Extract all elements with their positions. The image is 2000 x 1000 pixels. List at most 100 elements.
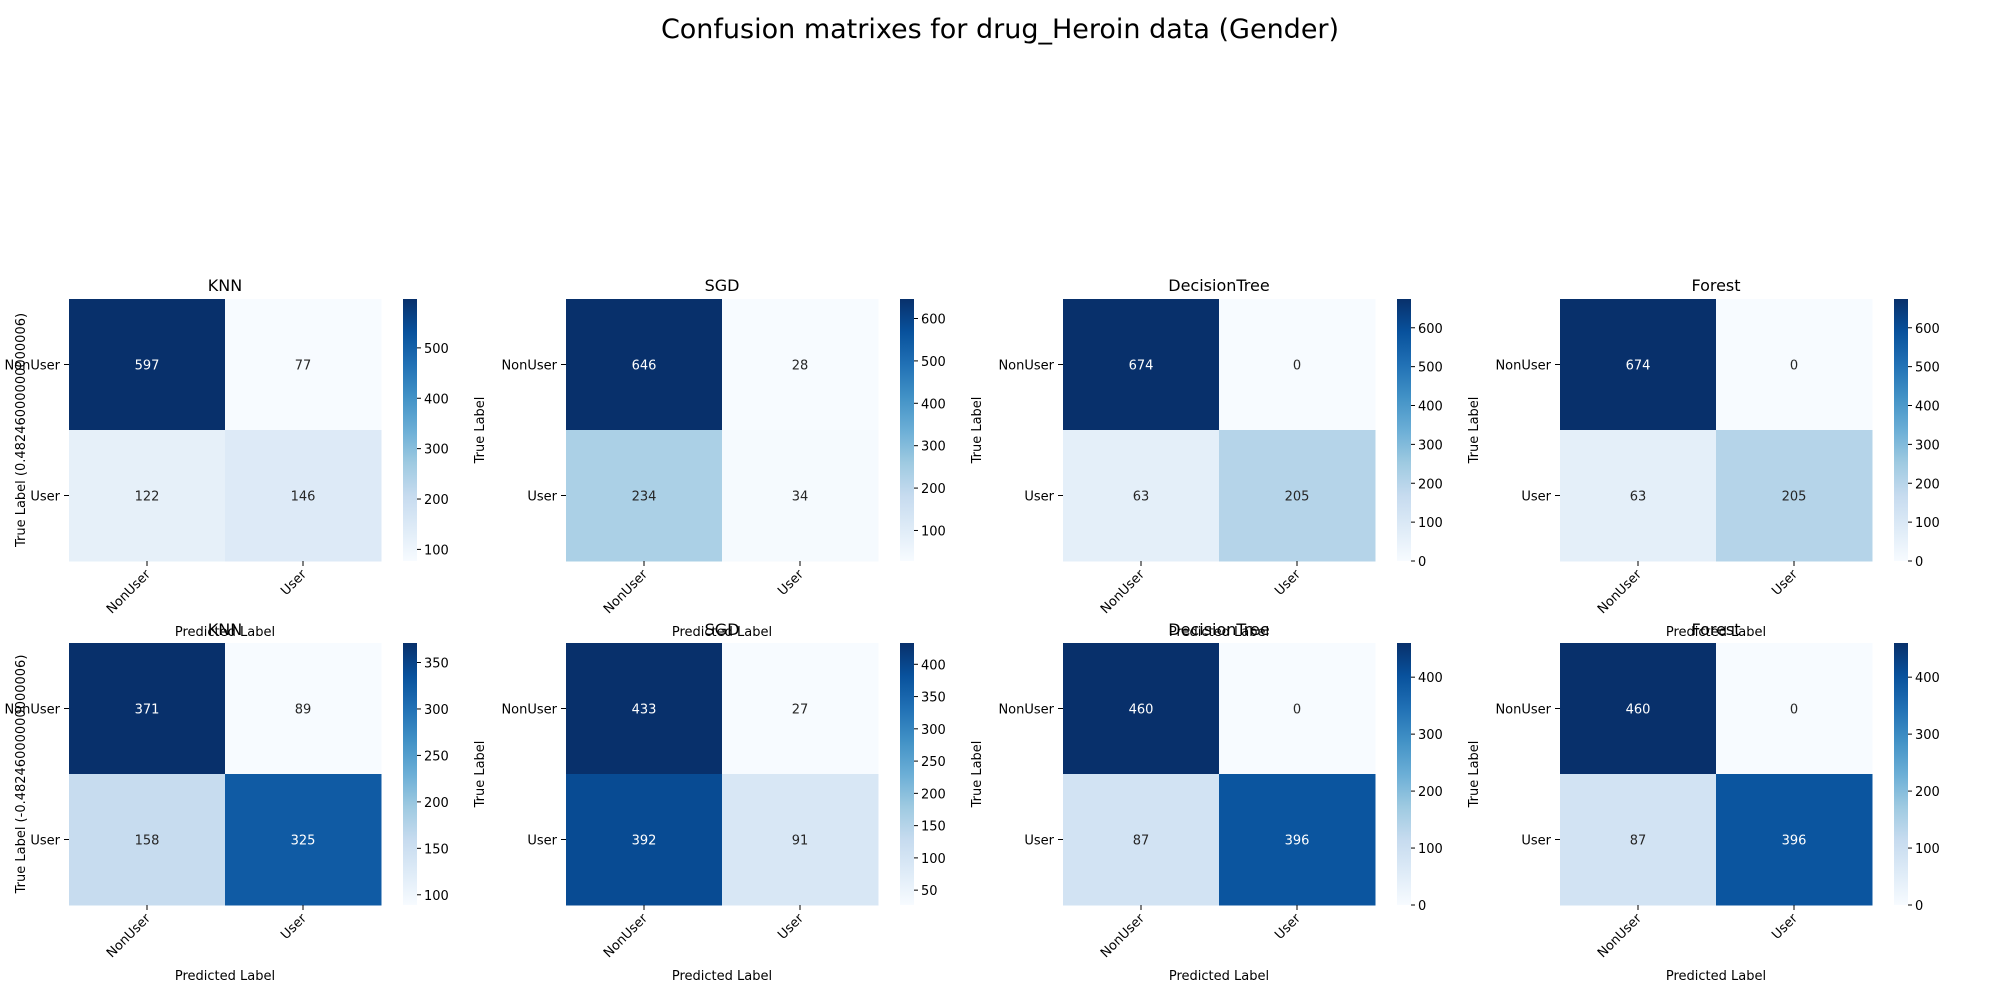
cell-value-label: 122 bbox=[135, 490, 160, 505]
y-tick-label: NonUser bbox=[501, 359, 557, 374]
colorbar-tick-label: 300 bbox=[424, 443, 449, 458]
heatmap-cell bbox=[1560, 430, 1717, 562]
colorbar-tick-label: 150 bbox=[921, 820, 946, 835]
heatmap-cell bbox=[1219, 299, 1376, 431]
colorbar bbox=[1894, 299, 1908, 561]
colorbar-tick-label: 200 bbox=[424, 796, 449, 811]
colorbar-tick-label: 500 bbox=[1915, 361, 1940, 376]
y-tick-label: User bbox=[1521, 834, 1551, 849]
heatmap-cell bbox=[1063, 430, 1220, 562]
x-axis-label: Predicted Label bbox=[175, 969, 275, 984]
heatmap-cell bbox=[566, 643, 723, 775]
cell-value-label: 460 bbox=[1626, 703, 1651, 718]
colorbar-tick-label: 100 bbox=[1915, 516, 1940, 531]
heatmap-cell bbox=[722, 774, 879, 906]
cell-value-label: 77 bbox=[295, 359, 312, 374]
colorbar-tick-label: 200 bbox=[424, 493, 449, 508]
confusion-matrix-panel: 674 0 63 205 DecisionTree NonUser User NonUser U… bbox=[970, 276, 1443, 640]
heatmap-cell bbox=[722, 643, 879, 775]
colorbar-tick-label: 400 bbox=[1418, 671, 1443, 686]
cell-value-label: 597 bbox=[135, 359, 160, 374]
cell-value-label: 0 bbox=[1790, 703, 1798, 718]
y-tick-label: User bbox=[1521, 490, 1551, 505]
x-tick-label: NonUser bbox=[104, 911, 154, 961]
x-tick-label: NonUser bbox=[1098, 567, 1148, 617]
colorbar-tick-label: 50 bbox=[921, 884, 938, 899]
heatmap-cell bbox=[722, 430, 879, 562]
x-tick-label: User bbox=[278, 567, 310, 599]
cell-value-label: 34 bbox=[792, 490, 809, 505]
cell-value-label: 205 bbox=[1782, 490, 1807, 505]
x-axis-label: Predicted Label bbox=[672, 625, 772, 640]
heatmap-cell bbox=[225, 430, 382, 562]
colorbar bbox=[403, 299, 417, 561]
heatmap-cell bbox=[566, 430, 723, 562]
x-axis-label: Predicted Label bbox=[672, 969, 772, 984]
colorbar-tick-label: 100 bbox=[921, 852, 946, 867]
x-tick-label: User bbox=[775, 567, 807, 599]
colorbar-tick-label: 150 bbox=[424, 842, 449, 857]
x-axis-label: Predicted Label bbox=[1666, 969, 1766, 984]
colorbar-tick-label: 100 bbox=[424, 889, 449, 904]
y-axis-label: True Label bbox=[970, 397, 985, 465]
colorbar-tick-label: 200 bbox=[921, 787, 946, 802]
x-tick-label: User bbox=[1769, 911, 1801, 943]
x-tick-label: User bbox=[1769, 567, 1801, 599]
x-tick-label: NonUser bbox=[1595, 911, 1645, 961]
cell-value-label: 371 bbox=[135, 703, 160, 718]
y-tick-label: NonUser bbox=[1495, 703, 1551, 718]
colorbar-tick-label: 500 bbox=[424, 342, 449, 357]
colorbar-tick-label: 100 bbox=[921, 524, 946, 539]
subplot-title: KNN bbox=[208, 276, 242, 295]
heatmap-cell bbox=[1560, 774, 1717, 906]
cell-value-label: 460 bbox=[1129, 703, 1154, 718]
colorbar-tick-label: 400 bbox=[921, 658, 946, 673]
heatmap-cell bbox=[1063, 774, 1220, 906]
colorbar-tick-label: 600 bbox=[1418, 322, 1443, 337]
x-tick-label: User bbox=[278, 911, 310, 943]
confusion-matrix-panel: 646 28 234 34 SGD NonUser User NonUser User Predi… bbox=[473, 276, 946, 640]
cell-value-label: 674 bbox=[1626, 359, 1651, 374]
colorbar-tick-label: 400 bbox=[424, 392, 449, 407]
y-tick-label: NonUser bbox=[4, 359, 60, 374]
cell-value-label: 63 bbox=[1630, 490, 1647, 505]
colorbar-tick-label: 0 bbox=[1915, 899, 1923, 914]
y-axis-label: True Label bbox=[473, 397, 488, 465]
colorbar-tick-label: 400 bbox=[1915, 400, 1940, 415]
heatmap-cell bbox=[69, 643, 226, 775]
heatmap-cell bbox=[1716, 774, 1873, 906]
heatmap-cell bbox=[69, 299, 226, 431]
heatmap-cell bbox=[722, 299, 879, 431]
heatmap-cell bbox=[225, 774, 382, 906]
figure-title: Confusion matrixes for drug_Heroin data … bbox=[660, 14, 1340, 45]
y-tick-label: User bbox=[1024, 490, 1054, 505]
subplot-title: Forest bbox=[1691, 620, 1740, 639]
colorbar-tick-label: 0 bbox=[1915, 555, 1923, 570]
x-tick-label: NonUser bbox=[1595, 567, 1645, 617]
y-tick-label: User bbox=[527, 834, 557, 849]
cell-value-label: 392 bbox=[632, 834, 657, 849]
cell-value-label: 646 bbox=[632, 359, 657, 374]
y-tick-label: User bbox=[1024, 834, 1054, 849]
heatmap-cell bbox=[1219, 643, 1376, 775]
colorbar bbox=[403, 643, 417, 905]
cell-value-label: 28 bbox=[792, 359, 809, 374]
y-tick-label: NonUser bbox=[998, 703, 1054, 718]
colorbar-tick-label: 0 bbox=[1418, 899, 1426, 914]
colorbar-tick-label: 100 bbox=[1915, 842, 1940, 857]
colorbar bbox=[900, 299, 914, 561]
subplot-title: Forest bbox=[1691, 276, 1740, 295]
y-tick-label: NonUser bbox=[4, 703, 60, 718]
heatmap-cell bbox=[1560, 643, 1717, 775]
heatmap-cell bbox=[566, 774, 723, 906]
cell-value-label: 205 bbox=[1285, 490, 1310, 505]
x-axis-label: Predicted Label bbox=[175, 625, 275, 640]
cell-value-label: 27 bbox=[792, 703, 809, 718]
colorbar-tick-label: 400 bbox=[1915, 671, 1940, 686]
y-tick-label: NonUser bbox=[1495, 359, 1551, 374]
subplot-title: DecisionTree bbox=[1168, 276, 1269, 295]
cell-value-label: 396 bbox=[1285, 834, 1310, 849]
cell-value-label: 0 bbox=[1293, 703, 1301, 718]
colorbar-tick-label: 600 bbox=[1915, 322, 1940, 337]
